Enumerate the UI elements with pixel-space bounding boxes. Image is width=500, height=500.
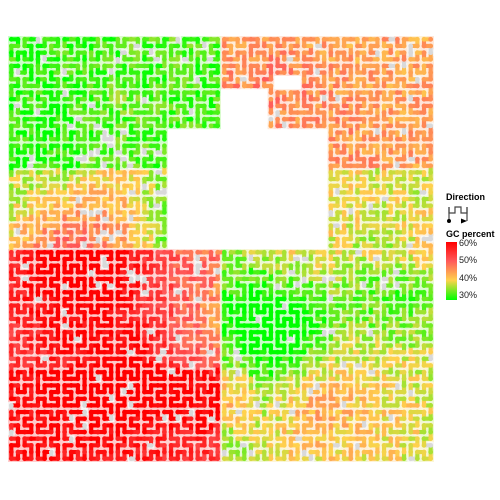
hilbert-curve-plot <box>8 36 434 462</box>
